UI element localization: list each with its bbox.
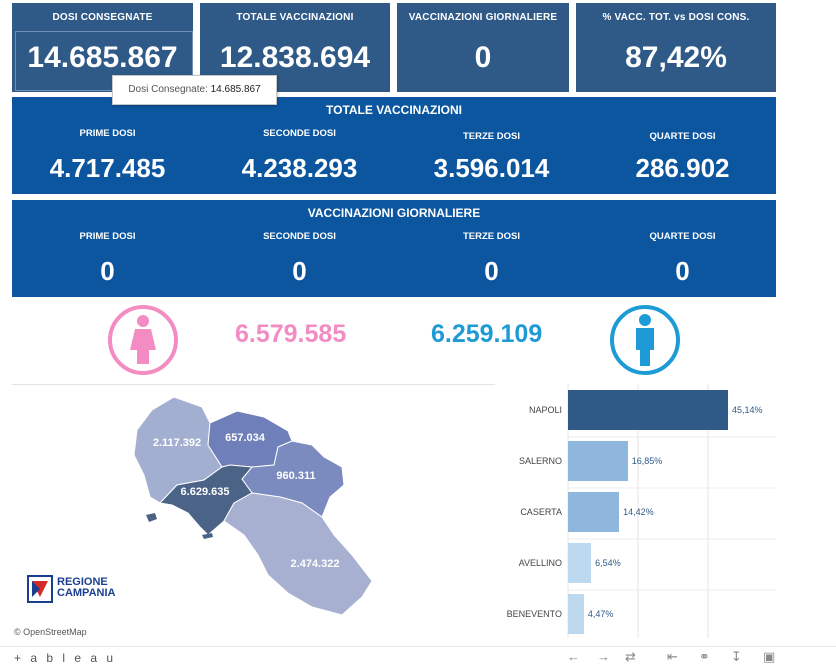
stat-value: 4.238.293: [241, 153, 358, 183]
tooltip: Dosi Consegnate: 14.685.867: [112, 75, 277, 105]
kpi-title: DOSI CONSEGNATE: [52, 12, 153, 23]
kpi-vaccinazioni-giornaliere[interactable]: VACCINAZIONI GIORNALIERE 0: [397, 3, 569, 92]
bar-category-label: AVELLINO: [518, 558, 562, 568]
stat-label: PRIME DOSI: [79, 128, 136, 139]
stat-value: 0: [484, 256, 499, 286]
stat-label: PRIME DOSI: [79, 231, 136, 242]
quarte-dosi-stat[interactable]: QUARTE DOSI 0: [587, 231, 778, 287]
regione-campania-logo: [27, 575, 53, 603]
prime-dosi-stat[interactable]: PRIME DOSI 0: [12, 231, 203, 287]
stat-value: 0: [675, 256, 690, 286]
download-icon[interactable]: ↧: [731, 649, 742, 664]
island-ischia: [146, 513, 157, 522]
reset-icon[interactable]: ⇤: [667, 649, 678, 664]
stat-value: 4.717.485: [49, 153, 166, 183]
stat-value: 3.596.014: [433, 153, 550, 183]
stat-value: 286.902: [635, 153, 730, 183]
bar-avellino[interactable]: [568, 543, 592, 583]
bar-category-label: SALERNO: [518, 456, 562, 466]
bar-value-label: 6,54%: [595, 558, 621, 568]
tooltip-label: Dosi Consegnate:: [128, 84, 208, 95]
stat-label: QUARTE DOSI: [649, 231, 716, 242]
share-icon[interactable]: ⚭: [699, 649, 710, 664]
stat-value: 0: [292, 256, 307, 286]
tableau-toolbar: + a b l e a u ← → ⇄ ⇤ ⚭ ↧ ▣: [0, 646, 836, 670]
bar-benevento[interactable]: [568, 594, 584, 634]
bar-value-label: 14,42%: [623, 507, 654, 517]
kpi-title: % VACC. TOT. vs DOSI CONS.: [602, 12, 750, 23]
female-icon: [108, 305, 178, 375]
bar-napoli[interactable]: [568, 390, 728, 430]
vaccinazioni-giornaliere-panel: VACCINAZIONI GIORNALIERE PRIME DOSI 0 SE…: [12, 200, 776, 297]
terze-dosi-stat[interactable]: TERZE DOSI 0: [396, 231, 587, 287]
stat-label: SECONDE DOSI: [263, 128, 336, 139]
totale-vaccinazioni-panel: TOTALE VACCINAZIONI PRIME DOSI 4.717.485…: [12, 97, 776, 194]
kpi-value: 12.838.694: [219, 41, 371, 74]
logo-text-line2: CAMPANIA: [57, 587, 116, 599]
male-count: 6.259.109: [431, 320, 543, 348]
panel-title: VACCINAZIONI GIORNALIERE: [307, 206, 481, 220]
prime-dosi-stat[interactable]: PRIME DOSI 4.717.485: [12, 128, 203, 184]
bar-salerno[interactable]: [568, 441, 628, 481]
terze-dosi-stat[interactable]: TERZE DOSI 3.596.014: [396, 131, 587, 184]
stat-label: SECONDE DOSI: [263, 231, 336, 242]
redo-icon[interactable]: →: [597, 649, 610, 664]
bar-value-label: 4,47%: [587, 609, 614, 619]
quarte-dosi-stat[interactable]: QUARTE DOSI 286.902: [587, 131, 778, 184]
bar-value-label: 45,14%: [732, 405, 763, 415]
map-svg: 2.117.392 657.034 960.311 6.629.635 2.47…: [133, 396, 373, 616]
map-label-avellino: 960.311: [276, 470, 315, 482]
stat-label: TERZE DOSI: [462, 231, 520, 242]
kpi-percentuale[interactable]: % VACC. TOT. vs DOSI CONS. 87,42%: [576, 3, 776, 92]
map-attribution[interactable]: © OpenStreetMap: [14, 627, 87, 637]
bar-value-label: 16,85%: [631, 456, 663, 466]
seconde-dosi-stat[interactable]: SECONDE DOSI 4.238.293: [204, 128, 395, 184]
bar-category-label: BENEVENTO: [506, 609, 562, 619]
female-count: 6.579.585: [235, 320, 347, 348]
stat-label: TERZE DOSI: [462, 131, 520, 142]
stat-label: QUARTE DOSI: [649, 131, 716, 142]
bar-category-label: CASERTA: [520, 507, 562, 517]
bar-category-label: NAPOLI: [528, 405, 562, 415]
bar-caserta[interactable]: [568, 492, 620, 532]
map-label-napoli: 6.629.635: [181, 486, 230, 498]
logo-text-line1: REGIONE: [57, 576, 108, 588]
kpi-value: 87,42%: [625, 41, 727, 74]
kpi-value: 0: [474, 41, 492, 74]
revert-icon[interactable]: ⇄: [625, 649, 636, 664]
island-capri: [202, 533, 213, 539]
undo-icon[interactable]: ←: [567, 649, 580, 664]
province-salerno[interactable]: [223, 492, 373, 616]
panel-title: TOTALE VACCINAZIONI: [326, 103, 462, 117]
stat-value: 0: [100, 256, 115, 286]
seconde-dosi-stat[interactable]: SECONDE DOSI 0: [204, 231, 395, 287]
tableau-logo[interactable]: + a b l e a u: [14, 651, 117, 665]
kpi-value: 14.685.867: [27, 41, 178, 74]
map-label-benevento: 657.034: [225, 432, 266, 444]
kpi-dosi-consegnate[interactable]: DOSI CONSEGNATE 14.685.867: [12, 3, 193, 92]
campania-map[interactable]: 2.117.392 657.034 960.311 6.629.635 2.47…: [12, 384, 495, 639]
kpi-title: TOTALE VACCINAZIONI: [236, 12, 354, 23]
kpi-hover-highlight: [15, 31, 193, 91]
map-label-caserta: 2.117.392: [153, 437, 201, 449]
province-bar-chart: NAPOLI 45,14% SALERNO 16,85% CASERTA 14,42% AV…: [497, 384, 776, 638]
fullscreen-icon[interactable]: ▣: [763, 649, 776, 664]
male-icon: [610, 305, 680, 375]
kpi-title: VACCINAZIONI GIORNALIERE: [408, 12, 558, 23]
tooltip-value: 14.685.867: [210, 84, 261, 95]
map-label-salerno: 2.474.322: [291, 558, 340, 570]
